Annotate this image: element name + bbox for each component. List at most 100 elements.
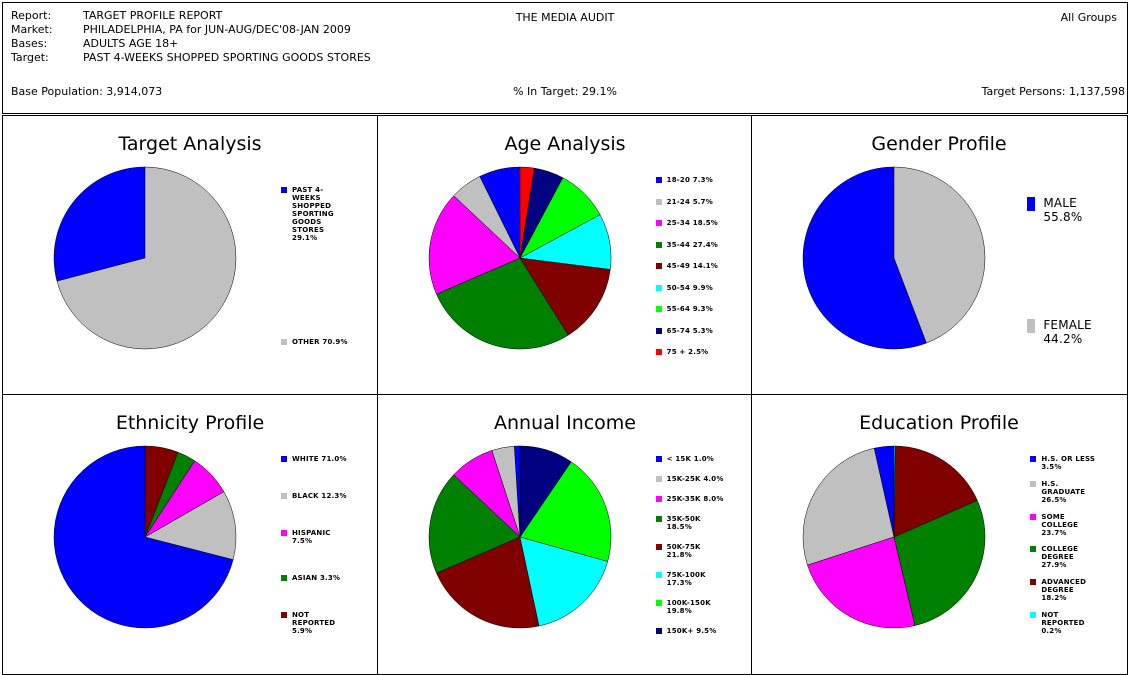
legend-swatch	[281, 575, 287, 581]
legend-value: 14.1%	[692, 262, 718, 270]
legend-text: 75K-100K 17.3%	[667, 571, 726, 587]
legend-label: 75 +	[666, 348, 686, 356]
legend-value: 18.5%	[692, 219, 718, 227]
in-target: % In Target: 29.1%	[513, 85, 617, 98]
legend-item: 100K-150K 19.8%	[655, 599, 726, 615]
chart-title: Age Analysis	[504, 133, 625, 155]
legend: H.S. OR LESS 3.5% H.S. GRADUATE 26.5% SOME…	[1030, 455, 1100, 635]
legend-text: ASIAN 3.3%	[292, 574, 340, 582]
legend-value: 5.9%	[292, 627, 313, 635]
legend-swatch	[655, 220, 662, 226]
chart-title: Annual Income	[494, 412, 636, 434]
legend-swatch	[655, 496, 662, 502]
legend-item: 50-54 9.9%	[655, 283, 726, 292]
legend-value: 9.3%	[692, 305, 713, 313]
pie-slice	[435, 257, 569, 350]
legend-text: BLACK 12.3%	[292, 492, 347, 500]
legend-swatch	[1030, 579, 1037, 586]
legend-item: 18-20 7.3%	[655, 176, 726, 184]
target-persons: Target Persons: 1,137,598	[981, 85, 1125, 98]
pie-slice	[894, 166, 986, 344]
legend-label: WHITE	[292, 455, 319, 463]
legend-label: 50-54	[666, 283, 691, 292]
legend-text: < 15K 1.0%	[667, 455, 714, 463]
legend-item: ADVANCED DEGREE 18.2%	[1030, 578, 1100, 602]
legend-swatch	[281, 612, 287, 618]
pie-slice	[803, 166, 928, 350]
pie-slice	[807, 536, 916, 629]
legend-swatch	[655, 284, 662, 291]
legend-text: 50K-75K 21.8%	[667, 543, 726, 559]
pie-slice	[53, 166, 146, 282]
pie-slice	[428, 195, 521, 295]
legend-value: 71.0%	[321, 455, 347, 463]
legend-item: SOME COLLEGE 23.7%	[1030, 513, 1100, 537]
legend-label: 65-74	[666, 326, 691, 335]
chart-title: Gender Profile	[872, 133, 1007, 155]
legend-value: 7.5%	[292, 537, 313, 545]
legend-item: COLLEGE DEGREE 27.9%	[1030, 545, 1100, 569]
legend-item: 35-44 27.4%	[655, 240, 726, 249]
legend-label: 35K-50K	[666, 515, 701, 523]
legend-value: 17.3%	[666, 579, 692, 587]
legend-label: NOT REPORTED	[1041, 610, 1085, 627]
legend-item: OTHER 70.9%	[281, 338, 351, 346]
legend-swatch	[655, 327, 662, 334]
header-row: Report: TARGET PROFILE REPORT	[11, 9, 222, 22]
legend-value: 70.9%	[322, 338, 348, 346]
legend: MALE 55.8% FEMALE 44.2%	[1027, 196, 1097, 346]
legend-item: 25K-35K 8.0%	[655, 495, 726, 503]
legend-text: OTHER 70.9%	[292, 338, 348, 346]
pie-chart: Target Analysis	[53, 133, 262, 350]
legend-item: BLACK 12.3%	[281, 492, 351, 500]
legend-text: 45-49 14.1%	[667, 262, 718, 270]
legend-value: 9.9%	[692, 283, 713, 292]
legend-swatch	[655, 456, 662, 462]
center-title: THE MEDIA AUDIT	[515, 11, 615, 24]
pie-slice	[435, 536, 539, 629]
legend-value: 5.3%	[692, 326, 713, 335]
legend-label: BLACK	[292, 492, 319, 500]
field-value: ADULTS AGE 18+	[83, 37, 179, 50]
legend-swatch	[655, 572, 662, 578]
legend-value: 12.3%	[321, 492, 347, 500]
legend-swatch	[655, 198, 662, 205]
legend-text: ADVANCED DEGREE 18.2%	[1041, 578, 1100, 602]
header-row: Bases: ADULTS AGE 18+	[11, 37, 178, 50]
legend-swatch	[655, 349, 662, 355]
field-label: Bases:	[11, 37, 48, 50]
pie-slice	[894, 445, 896, 538]
right-title: All Groups	[1060, 11, 1117, 24]
legend-text: SOME COLLEGE 23.7%	[1041, 513, 1100, 537]
legend-label: 55-64	[666, 305, 691, 313]
legend-label: < 15K	[666, 455, 692, 463]
pie-slice	[519, 461, 611, 562]
legend-item: MALE 55.8%	[1027, 196, 1097, 224]
legend-item: 150K+ 9.5%	[655, 627, 726, 635]
legend-swatch	[655, 306, 662, 312]
legend-swatch	[655, 177, 662, 183]
legend-text: H.S. OR LESS 3.5%	[1041, 455, 1100, 471]
chart-title: Ethnicity Profile	[116, 412, 264, 434]
legend-value: 21.8%	[666, 551, 692, 559]
chart-grid: Target Analysis PAST 4-WEEKS SHOPPED SPOR…	[2, 115, 1128, 675]
legend: WHITE 71.0% BLACK 12.3% HISPANIC 7.5% ASIAN…	[281, 455, 351, 635]
legend-value: 29.1%	[292, 234, 318, 242]
legend-value: 55.8%	[1043, 210, 1083, 224]
legend-swatch	[655, 476, 662, 482]
legend-label: HISPANIC	[292, 529, 331, 537]
legend-text: 35K-50K 18.5%	[667, 515, 726, 531]
legend-label: FEMALE	[1043, 318, 1092, 332]
legend-item: H.S. OR LESS 3.5%	[1030, 455, 1100, 471]
legend-swatch	[281, 187, 287, 193]
legend-value: 9.5%	[696, 627, 717, 635]
pie-slice	[144, 491, 237, 560]
legend-value: 27.4%	[692, 240, 718, 249]
chart-title: Target Analysis	[117, 133, 261, 155]
chart-panel: Annual Income < 15K 1.0% 15K-25K 4.0% 25K-3…	[378, 395, 753, 674]
legend-label: 75K-100K	[666, 571, 706, 579]
field-label: Target:	[11, 51, 49, 64]
legend-text: 18-20 7.3%	[667, 176, 713, 184]
legend-swatch	[1030, 513, 1037, 520]
